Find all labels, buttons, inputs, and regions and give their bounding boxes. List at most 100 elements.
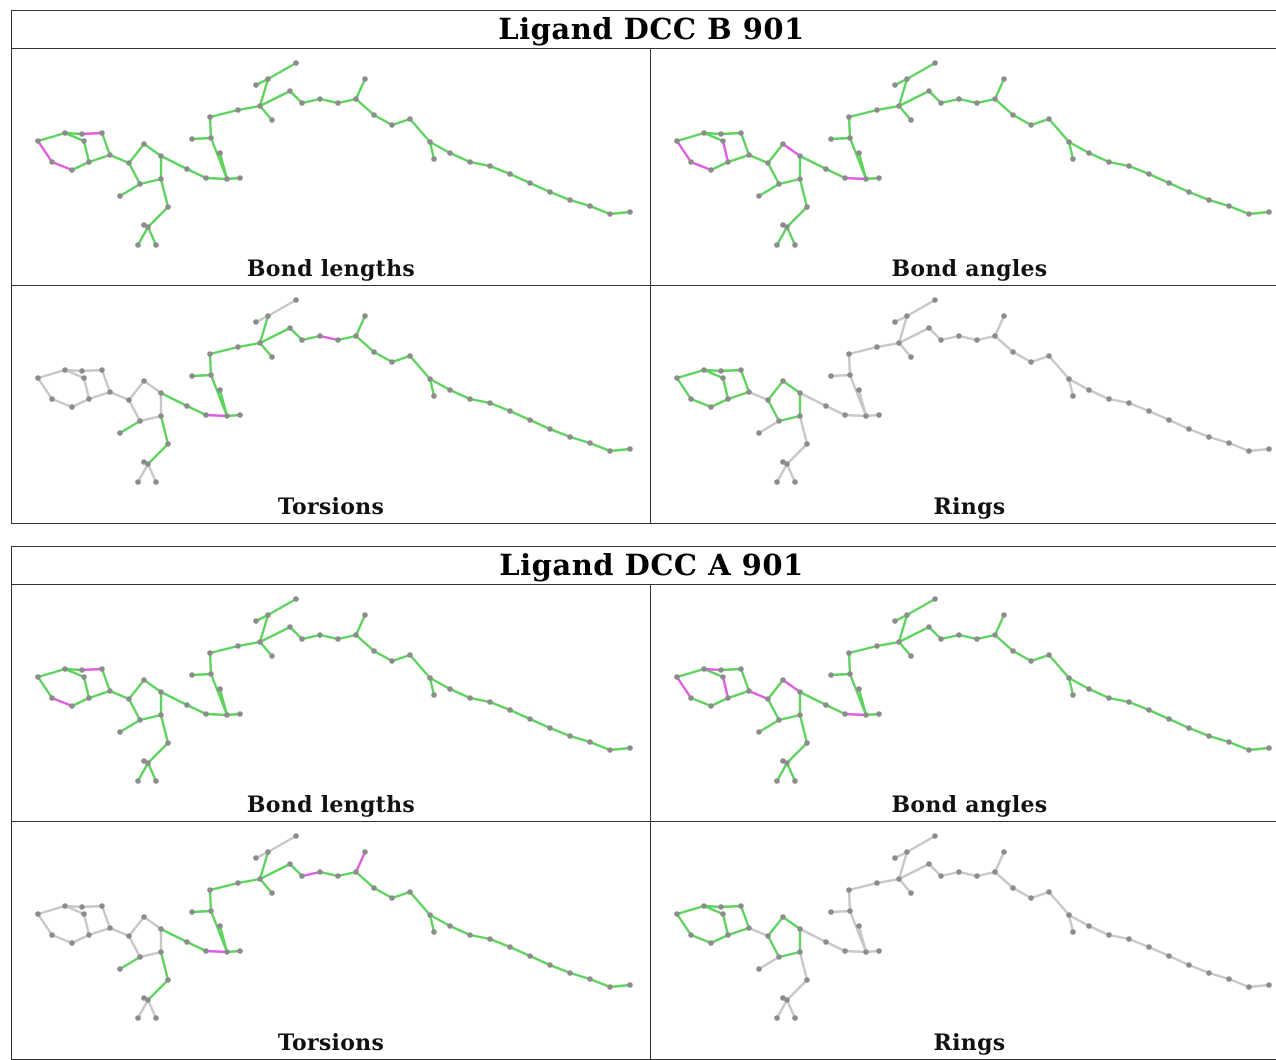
panel-caption: Bond lengths [246, 256, 416, 282]
bond [428, 676, 452, 691]
atom [708, 167, 714, 173]
atom [863, 413, 869, 419]
atom [126, 160, 132, 166]
bond [70, 397, 91, 409]
bond [1011, 113, 1033, 127]
bond [781, 379, 802, 395]
atom [1106, 932, 1112, 938]
bond [390, 117, 412, 127]
atom [842, 948, 848, 954]
bond [108, 153, 131, 165]
bond [848, 373, 868, 418]
bond [159, 713, 170, 745]
bond [766, 934, 781, 959]
bond [905, 834, 937, 854]
atom [299, 636, 305, 642]
bond [336, 870, 358, 878]
atom [265, 76, 271, 82]
atom [362, 849, 368, 855]
bond [1247, 746, 1271, 752]
bond [675, 131, 706, 143]
panel-caption: Bond angles [891, 792, 1048, 818]
bond [608, 746, 632, 752]
bond [428, 377, 452, 392]
bond [146, 205, 170, 229]
atom [926, 88, 932, 94]
atom [467, 159, 473, 165]
atom [353, 632, 359, 638]
atom [135, 1015, 141, 1021]
atom [746, 389, 752, 395]
bond [588, 977, 612, 989]
atom [823, 939, 829, 945]
atom [842, 175, 848, 181]
atom [1146, 171, 1152, 177]
atom [487, 699, 493, 705]
atom [467, 932, 473, 938]
bond [897, 850, 909, 881]
bond [236, 341, 262, 349]
table-title: Ligand DCC A 901 [12, 547, 1276, 585]
atom [765, 160, 771, 166]
atom [362, 76, 368, 82]
atom [1206, 733, 1212, 739]
atom [141, 914, 147, 920]
atom [153, 242, 159, 248]
bond [829, 136, 852, 141]
atom [135, 479, 141, 485]
atom [607, 448, 613, 454]
bond [608, 447, 632, 453]
atom [1186, 426, 1192, 432]
panel-rings: Rings [650, 822, 1276, 1059]
atom [876, 711, 882, 717]
atom [992, 632, 998, 638]
bond [689, 397, 713, 409]
bond [675, 675, 693, 700]
atom [720, 911, 726, 917]
bond [1047, 117, 1071, 144]
bond [719, 131, 743, 136]
atom [293, 297, 299, 303]
bond [847, 888, 852, 913]
bond [142, 379, 163, 395]
atom [135, 242, 141, 248]
atom [447, 150, 453, 156]
bond [142, 678, 163, 694]
atom [207, 887, 213, 893]
bond [1067, 913, 1075, 934]
atom [738, 367, 744, 373]
bond [719, 904, 743, 909]
bond [354, 334, 376, 354]
atom [607, 747, 613, 753]
atom [158, 390, 164, 396]
bond [136, 225, 150, 247]
atom [389, 895, 395, 901]
bond [588, 740, 612, 752]
bond [757, 182, 781, 198]
atom [904, 849, 910, 855]
bond [209, 909, 229, 954]
atom [487, 400, 493, 406]
bond [390, 653, 412, 663]
bond [1167, 418, 1191, 431]
bond [843, 949, 868, 954]
bond [1187, 963, 1211, 975]
atom [974, 100, 980, 106]
atom [141, 378, 147, 384]
bond [354, 633, 376, 653]
atom [269, 890, 275, 896]
atom [776, 717, 782, 723]
bond [709, 933, 730, 945]
atom [257, 340, 263, 346]
bond [757, 955, 781, 971]
bond [138, 950, 163, 959]
atom [253, 855, 259, 861]
bond [781, 915, 802, 931]
bond [138, 177, 163, 186]
bond [848, 672, 868, 717]
atom [774, 778, 780, 784]
bond [766, 915, 785, 938]
bond [508, 708, 532, 721]
bond [50, 397, 74, 409]
atom [932, 833, 938, 839]
